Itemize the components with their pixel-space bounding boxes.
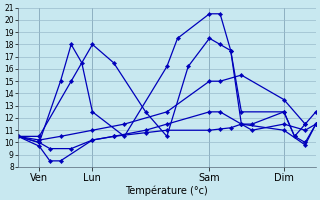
- X-axis label: Température (°c): Température (°c): [125, 185, 208, 196]
